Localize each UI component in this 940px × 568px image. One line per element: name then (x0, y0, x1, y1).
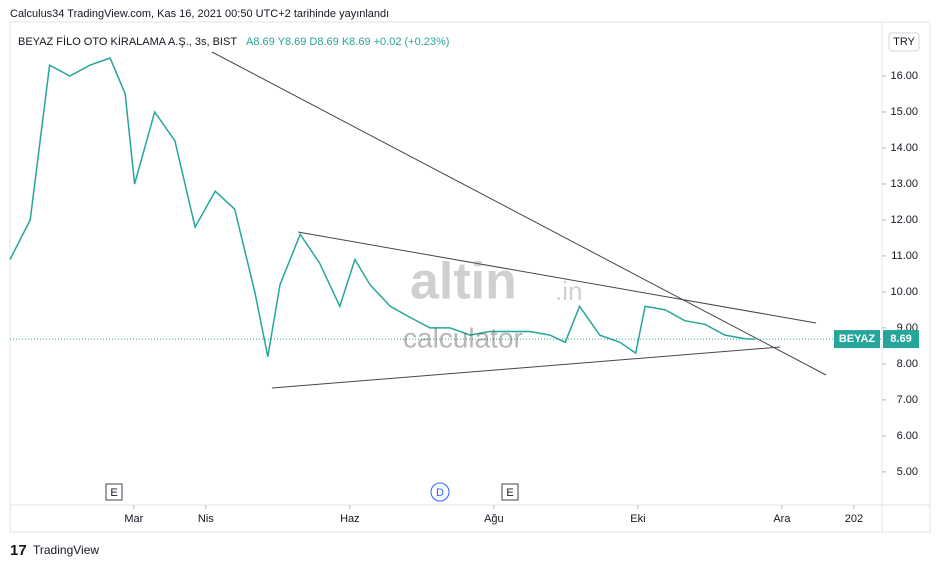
trendline (211, 51, 827, 376)
y-tick-label: 7.00 (897, 394, 918, 406)
price-line (9, 57, 756, 357)
y-tick-label: 12.00 (890, 214, 918, 226)
brand-name: TradingView (33, 543, 99, 557)
y-tick-label: 6.00 (897, 430, 918, 442)
event-box[interactable] (105, 483, 123, 501)
trendlines (211, 51, 827, 389)
trendline (297, 231, 817, 324)
plot (9, 57, 882, 357)
y-tick-label: 8.00 (897, 358, 918, 370)
y-tick-label: 14.00 (890, 142, 918, 154)
chart-frame (9, 21, 931, 533)
x-tick-label: Haz (340, 513, 360, 525)
y-tick-label: 16.00 (890, 70, 918, 82)
trendline (271, 346, 781, 389)
watermark-brand: altin (410, 253, 517, 311)
watermark-sub: calculator (403, 322, 523, 353)
brand: 17 TradingView (10, 542, 99, 559)
symbol-tag: BEYAZ (839, 333, 876, 345)
symbol-tag-bg (834, 330, 880, 349)
symbol-legend: BEYAZ FİLO OTO KİRALAMA A.Ş., 3s, BIST (18, 35, 237, 48)
event-circle[interactable] (430, 482, 450, 502)
published-note: Calculus34 TradingView.com, Kas 16, 2021… (10, 8, 389, 20)
y-tick-label: 15.00 (890, 106, 918, 118)
x-tick-label: Nis (198, 513, 214, 525)
x-tick-label: Ağu (484, 513, 504, 525)
watermark: altin .in calculator (403, 253, 582, 354)
x-tick-label: Eki (630, 513, 645, 525)
brand-logo: 17 (10, 542, 27, 559)
x-tick-label: 202 (845, 513, 863, 525)
price-tag: 8.69 (890, 333, 911, 345)
event-label[interactable]: D (436, 487, 444, 499)
y-tick-label: 11.00 (891, 250, 918, 262)
currency-button[interactable] (888, 32, 920, 52)
y-tick-label: 13.00 (890, 178, 918, 190)
watermark-domain: .in (555, 276, 582, 306)
event-box[interactable] (501, 483, 519, 501)
event-markers: E D E (105, 482, 519, 502)
currency-label[interactable]: TRY (893, 36, 915, 48)
ohlc-legend: A8.69 Y8.69 D8.69 K8.69 +0.02 (+0.23%) (246, 36, 449, 48)
price-tag-bg (883, 330, 919, 349)
x-tick-label: Ara (773, 513, 791, 525)
y-tick-label: 10.00 (890, 286, 918, 298)
y-tick-label: 5.00 (897, 466, 918, 478)
event-label[interactable]: E (506, 487, 513, 499)
x-tick-label: Mar (124, 513, 143, 525)
event-label[interactable]: E (110, 487, 117, 499)
